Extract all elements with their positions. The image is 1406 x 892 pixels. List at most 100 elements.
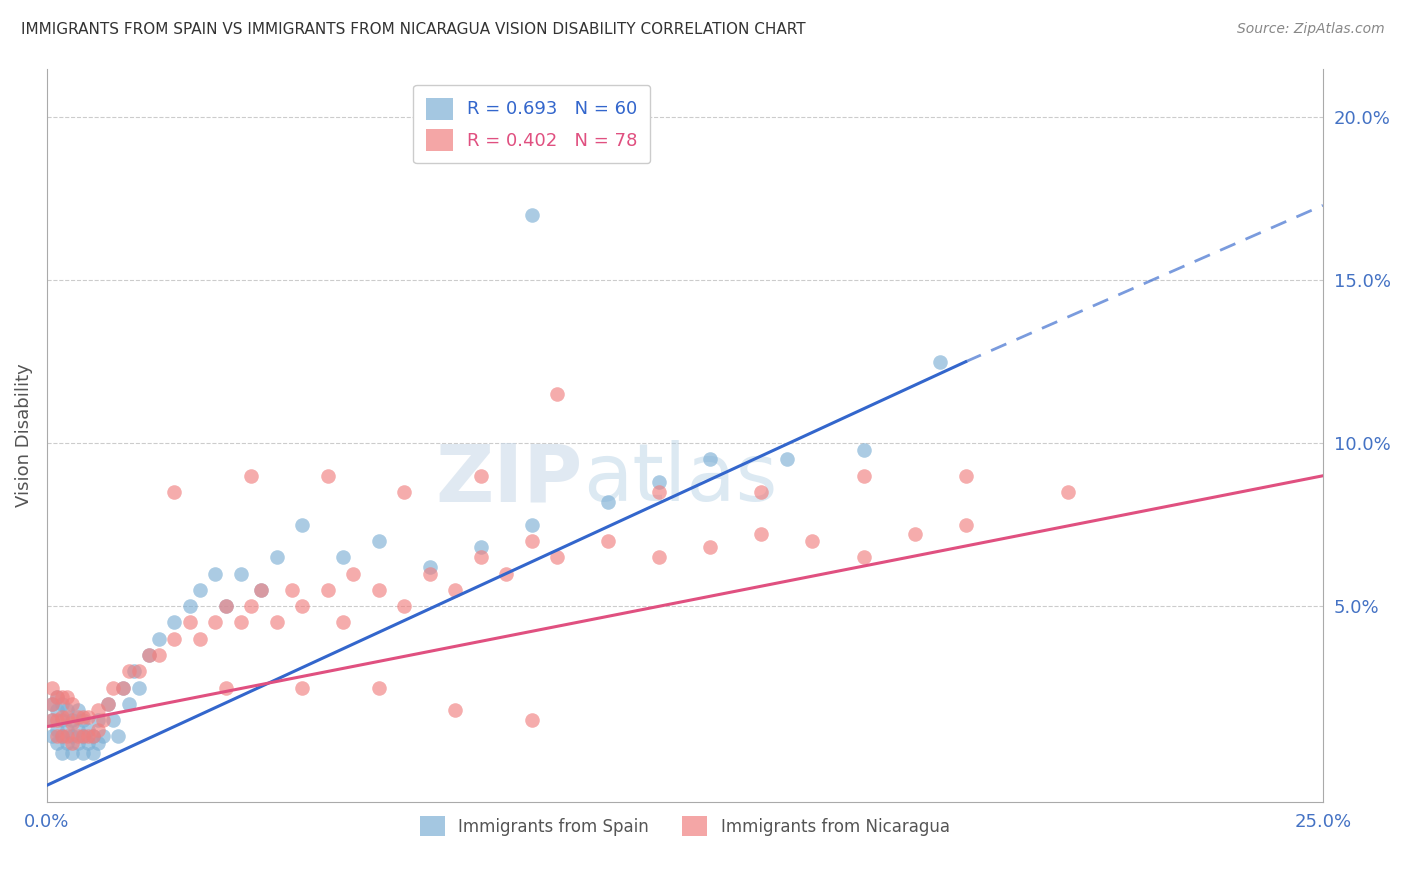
Point (97, 697, 120, 711)
Point (520, 208, 543, 222)
Point (188, 632, 211, 646)
Point (122, 665, 145, 679)
Point (107, 730, 129, 744)
Point (214, 681, 236, 695)
Point (66, 736, 89, 750)
Point (51, 746, 73, 760)
Point (97, 697, 120, 711)
Point (41, 730, 63, 744)
Point (751, 527, 773, 541)
Text: Source: ZipAtlas.com: Source: ZipAtlas.com (1237, 22, 1385, 37)
Point (76, 736, 98, 750)
Point (367, 533, 389, 548)
Point (60, 697, 83, 711)
Point (444, 582, 467, 597)
Point (163, 632, 186, 646)
Point (291, 681, 314, 695)
Point (72, 730, 94, 744)
Text: IMMIGRANTS FROM SPAIN VS IMMIGRANTS FROM NICARAGUA VISION DISABILITY CORRELATION: IMMIGRANTS FROM SPAIN VS IMMIGRANTS FROM… (21, 22, 806, 37)
Point (128, 665, 150, 679)
Point (138, 648, 160, 662)
Point (51, 710, 73, 724)
Point (76, 730, 98, 744)
Point (87, 713, 110, 727)
Point (117, 697, 139, 711)
Point (51, 690, 73, 705)
Point (240, 468, 263, 483)
Point (46, 690, 69, 705)
Point (648, 475, 671, 490)
Point (648, 485, 671, 500)
Point (41, 697, 63, 711)
Point (60, 716, 83, 731)
Text: ZIP: ZIP (436, 440, 583, 518)
Point (392, 599, 415, 613)
Point (41, 713, 63, 727)
Point (266, 615, 288, 630)
Point (266, 550, 288, 565)
Point (204, 615, 226, 630)
Point (240, 599, 263, 613)
Point (751, 485, 773, 500)
Point (852, 468, 875, 483)
Point (546, 550, 568, 565)
Point (520, 713, 543, 727)
Point (148, 648, 170, 662)
Point (214, 599, 236, 613)
Point (342, 566, 364, 581)
Point (56, 690, 79, 705)
Point (91, 730, 114, 744)
Point (41, 681, 63, 695)
Point (51, 730, 73, 744)
Point (87, 703, 110, 717)
Point (229, 566, 252, 581)
Point (419, 560, 441, 574)
Point (46, 730, 69, 744)
Point (250, 582, 273, 597)
Point (204, 566, 226, 581)
Point (66, 703, 89, 717)
Point (82, 746, 104, 760)
Point (56, 736, 79, 750)
Point (60, 730, 83, 744)
Point (955, 468, 977, 483)
Point (495, 566, 517, 581)
Point (56, 710, 79, 724)
Point (82, 730, 104, 744)
Point (852, 550, 875, 565)
Point (148, 632, 170, 646)
Point (66, 730, 89, 744)
Point (903, 527, 925, 541)
Point (138, 648, 160, 662)
Point (56, 730, 79, 744)
Point (699, 541, 721, 555)
Point (546, 387, 568, 401)
Point (281, 582, 304, 597)
Point (316, 582, 339, 597)
Point (699, 452, 721, 467)
Point (419, 566, 441, 581)
Point (112, 681, 135, 695)
Point (56, 703, 79, 717)
Point (598, 495, 620, 509)
Point (470, 468, 492, 483)
Point (520, 517, 543, 532)
Point (852, 442, 875, 457)
Point (291, 517, 314, 532)
Point (955, 517, 977, 532)
Point (367, 681, 389, 695)
Point (87, 736, 110, 750)
Point (392, 485, 415, 500)
Point (46, 736, 69, 750)
Point (46, 703, 69, 717)
Legend: Immigrants from Spain, Immigrants from Nicaragua: Immigrants from Spain, Immigrants from N… (412, 807, 957, 845)
Point (51, 730, 73, 744)
Point (291, 599, 314, 613)
Point (128, 681, 150, 695)
Y-axis label: Vision Disability: Vision Disability (15, 363, 32, 507)
Point (51, 697, 73, 711)
Point (41, 697, 63, 711)
Point (250, 582, 273, 597)
Point (598, 533, 620, 548)
Point (51, 713, 73, 727)
